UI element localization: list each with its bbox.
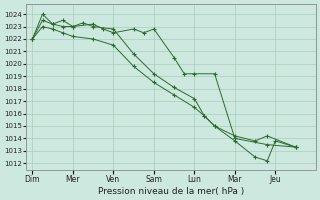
X-axis label: Pression niveau de la mer( hPa ): Pression niveau de la mer( hPa ) xyxy=(98,187,244,196)
